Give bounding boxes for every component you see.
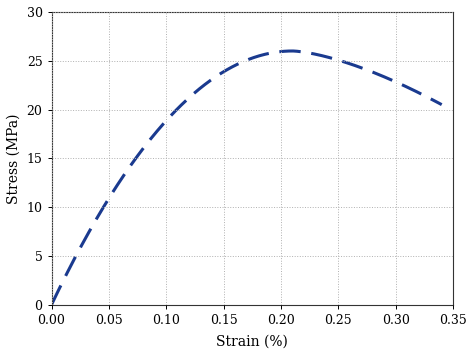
X-axis label: Strain (%): Strain (%) [217,335,288,349]
Y-axis label: Stress (MPa): Stress (MPa) [7,113,21,204]
